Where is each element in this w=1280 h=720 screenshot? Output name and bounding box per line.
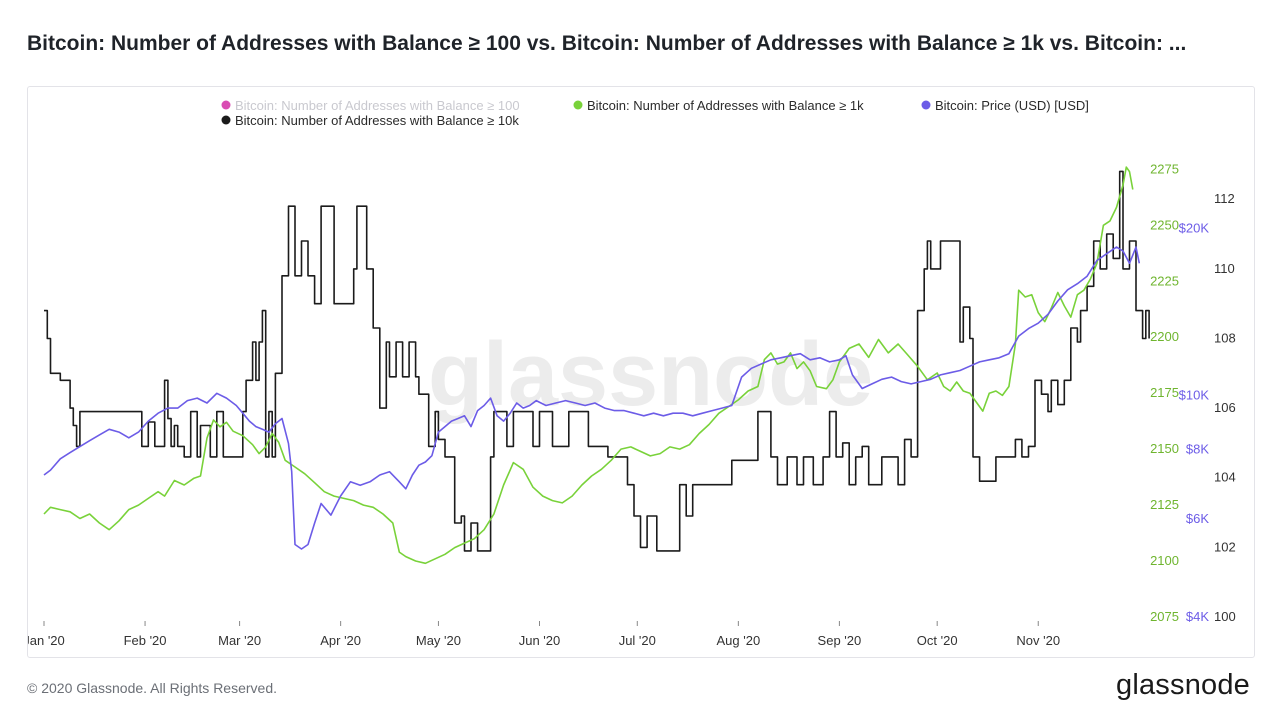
y-tick-label-balance-10k: 112 — [1214, 191, 1235, 206]
y-tick-label-price: $10K — [1179, 388, 1210, 403]
chart-svg: glassnode Bitcoin: Number of Addresses w… — [23, 98, 1236, 648]
y-tick-label-price: $4K — [1186, 609, 1209, 624]
x-tick-label: Jul '20 — [619, 633, 656, 648]
y-axis-price: $4K $6K $8K $10K $20K — [1179, 220, 1210, 624]
page-title: Bitcoin: Number of Addresses with Balanc… — [27, 32, 1187, 55]
y-tick-label-balance-1k: 2100 — [1150, 553, 1179, 568]
legend-dot-icon — [221, 115, 231, 125]
x-tick-label: Sep '20 — [818, 633, 862, 648]
y-tick-label-price: $8K — [1186, 442, 1209, 457]
y-tick-label-balance-10k: 110 — [1214, 261, 1235, 276]
y-tick-label-price: $6K — [1186, 511, 1209, 526]
series-line-price — [43, 246, 1141, 550]
legend-label: Bitcoin: Number of Addresses with Balanc… — [587, 98, 864, 113]
x-tick-label: May '20 — [416, 633, 461, 648]
series-layer — [43, 166, 1150, 565]
y-tick-label-balance-1k: 2175 — [1150, 385, 1179, 400]
y-tick-label-balance-10k: 108 — [1214, 330, 1236, 345]
x-axis: Jan '20 Feb '20 Mar '20 Apr '20 May '20 Jun '… — [23, 621, 1060, 648]
x-tick-label: Aug '20 — [716, 633, 760, 648]
copyright-footer: © 2020 Glassnode. All Rights Reserved. — [27, 680, 278, 696]
x-tick-label: Feb '20 — [124, 633, 167, 648]
y-tick-label-balance-1k: 2125 — [1150, 497, 1179, 512]
legend-dot-icon — [573, 100, 583, 110]
chart-panel: glassnode Bitcoin: Number of Addresses w… — [23, 86, 1255, 658]
x-tick-label: Nov '20 — [1016, 633, 1060, 648]
legend-item-bal10k[interactable]: Bitcoin: Number of Addresses with Balanc… — [221, 113, 520, 128]
y-tick-label-balance-10k: 106 — [1214, 400, 1236, 415]
y-axis-balance-1k: 2075 2100 2125 2150 2175 2200 2225 2250 2275 — [1150, 161, 1179, 624]
y-tick-label-balance-1k: 2225 — [1150, 273, 1179, 288]
series-line-bal10k — [44, 170, 1150, 552]
y-tick-label-balance-10k: 100 — [1214, 609, 1236, 624]
y-tick-label-balance-1k: 2250 — [1150, 217, 1179, 232]
y-tick-label-balance-10k: 102 — [1214, 539, 1236, 554]
x-tick-label: Jan '20 — [28, 633, 65, 648]
y-tick-label-balance-1k: 2275 — [1150, 161, 1179, 176]
legend-item-price[interactable]: Bitcoin: Price (USD) [USD] — [921, 98, 1089, 113]
legend-item-bal1k[interactable]: Bitcoin: Number of Addresses with Balanc… — [573, 98, 865, 113]
x-tick-label: Oct '20 — [917, 633, 958, 648]
x-tick-label: Mar '20 — [218, 633, 261, 648]
legend-item-bal100[interactable]: Bitcoin: Number of Addresses with Balanc… — [221, 98, 520, 113]
y-tick-label-price: $20K — [1179, 220, 1210, 235]
y-tick-label-balance-1k: 2150 — [1150, 441, 1179, 456]
legend-label: Bitcoin: Number of Addresses with Balanc… — [235, 113, 519, 128]
series-line-bal1k — [43, 166, 1134, 565]
y-tick-label-balance-1k: 2075 — [1150, 609, 1179, 624]
legend-dot-icon — [921, 100, 931, 110]
x-tick-label: Apr '20 — [320, 633, 361, 648]
x-tick-label: Jun '20 — [519, 633, 561, 648]
legend-dot-icon — [221, 100, 231, 110]
y-axis-balance-10k: 100 102 104 106 108 110 112 — [1214, 191, 1236, 624]
legend: Bitcoin: Number of Addresses with Balanc… — [221, 98, 1089, 128]
glassnode-logo: glassnode — [1116, 669, 1251, 701]
legend-label: Bitcoin: Number of Addresses with Balanc… — [235, 98, 520, 113]
watermark-text: glassnode — [428, 325, 873, 425]
y-tick-label-balance-1k: 2200 — [1150, 329, 1179, 344]
y-tick-label-balance-10k: 104 — [1214, 470, 1236, 485]
legend-label: Bitcoin: Price (USD) [USD] — [935, 98, 1089, 113]
